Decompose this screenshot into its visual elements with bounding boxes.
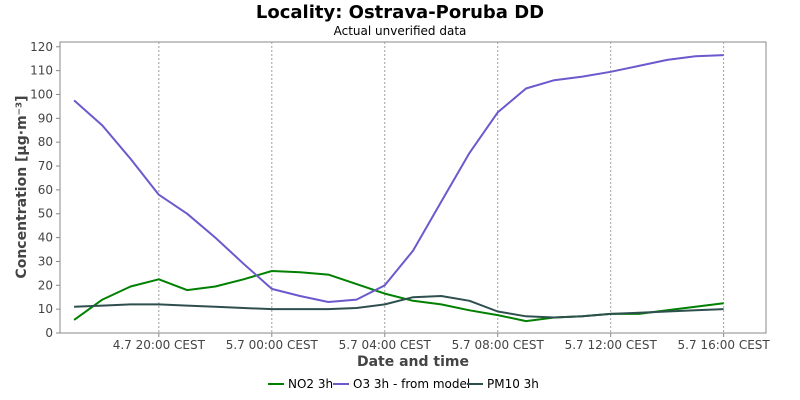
- grid-layer: [158, 42, 725, 333]
- y-tick-label: 20: [38, 278, 53, 292]
- y-tick-label: 100: [30, 87, 53, 101]
- x-tick-label: 5.7 16:00 CEST: [678, 338, 771, 352]
- series-line-3: [74, 295, 724, 319]
- legend-label: NO2 3h: [288, 377, 333, 391]
- series-line-2: [73, 54, 724, 303]
- chart-title: Locality: Ostrava-Poruba DD: [256, 2, 544, 23]
- x-axis-ticks: 4.7 20:00 CEST 5.7 00:00 CEST 5.7 04:00 CE…: [113, 333, 771, 352]
- x-tick-label: 4.7 20:00 CEST: [113, 338, 206, 352]
- y-tick-label: 0: [45, 326, 53, 340]
- y-tick-label: 90: [38, 111, 53, 125]
- y-tick-label: 10: [38, 302, 53, 316]
- y-tick-label: 120: [30, 40, 53, 54]
- y-tick-label: 70: [38, 159, 53, 173]
- legend: NO2 3h O3 3h - from model PM10 3h: [268, 377, 539, 391]
- legend-label: PM10 3h: [487, 377, 539, 391]
- plot-area: [59, 41, 767, 334]
- y-axis-label: Concentration [µg·m⁻³]: [14, 95, 30, 278]
- x-tick-label: 5.7 04:00 CEST: [339, 338, 432, 352]
- y-tick-label: 30: [38, 254, 53, 268]
- y-tick-label: 50: [38, 207, 53, 221]
- x-tick-label: 5.7 08:00 CEST: [452, 338, 545, 352]
- y-tick-label: 110: [30, 64, 53, 78]
- series-layer: [73, 54, 724, 323]
- y-tick-label: 40: [38, 231, 53, 245]
- x-tick-label: 5.7 12:00 CEST: [565, 338, 658, 352]
- y-axis-ticks: 0 10 20 30 40 50 60 70 80 90 100 110 120: [30, 40, 60, 340]
- x-axis-label: Date and time: [357, 354, 469, 370]
- y-tick-label: 60: [38, 183, 53, 197]
- legend-label: O3 3h - from model: [353, 377, 470, 391]
- x-tick-label: 5.7 00:00 CEST: [226, 338, 319, 352]
- y-tick-label: 80: [38, 135, 53, 149]
- chart-subtitle: Actual unverified data: [334, 24, 467, 38]
